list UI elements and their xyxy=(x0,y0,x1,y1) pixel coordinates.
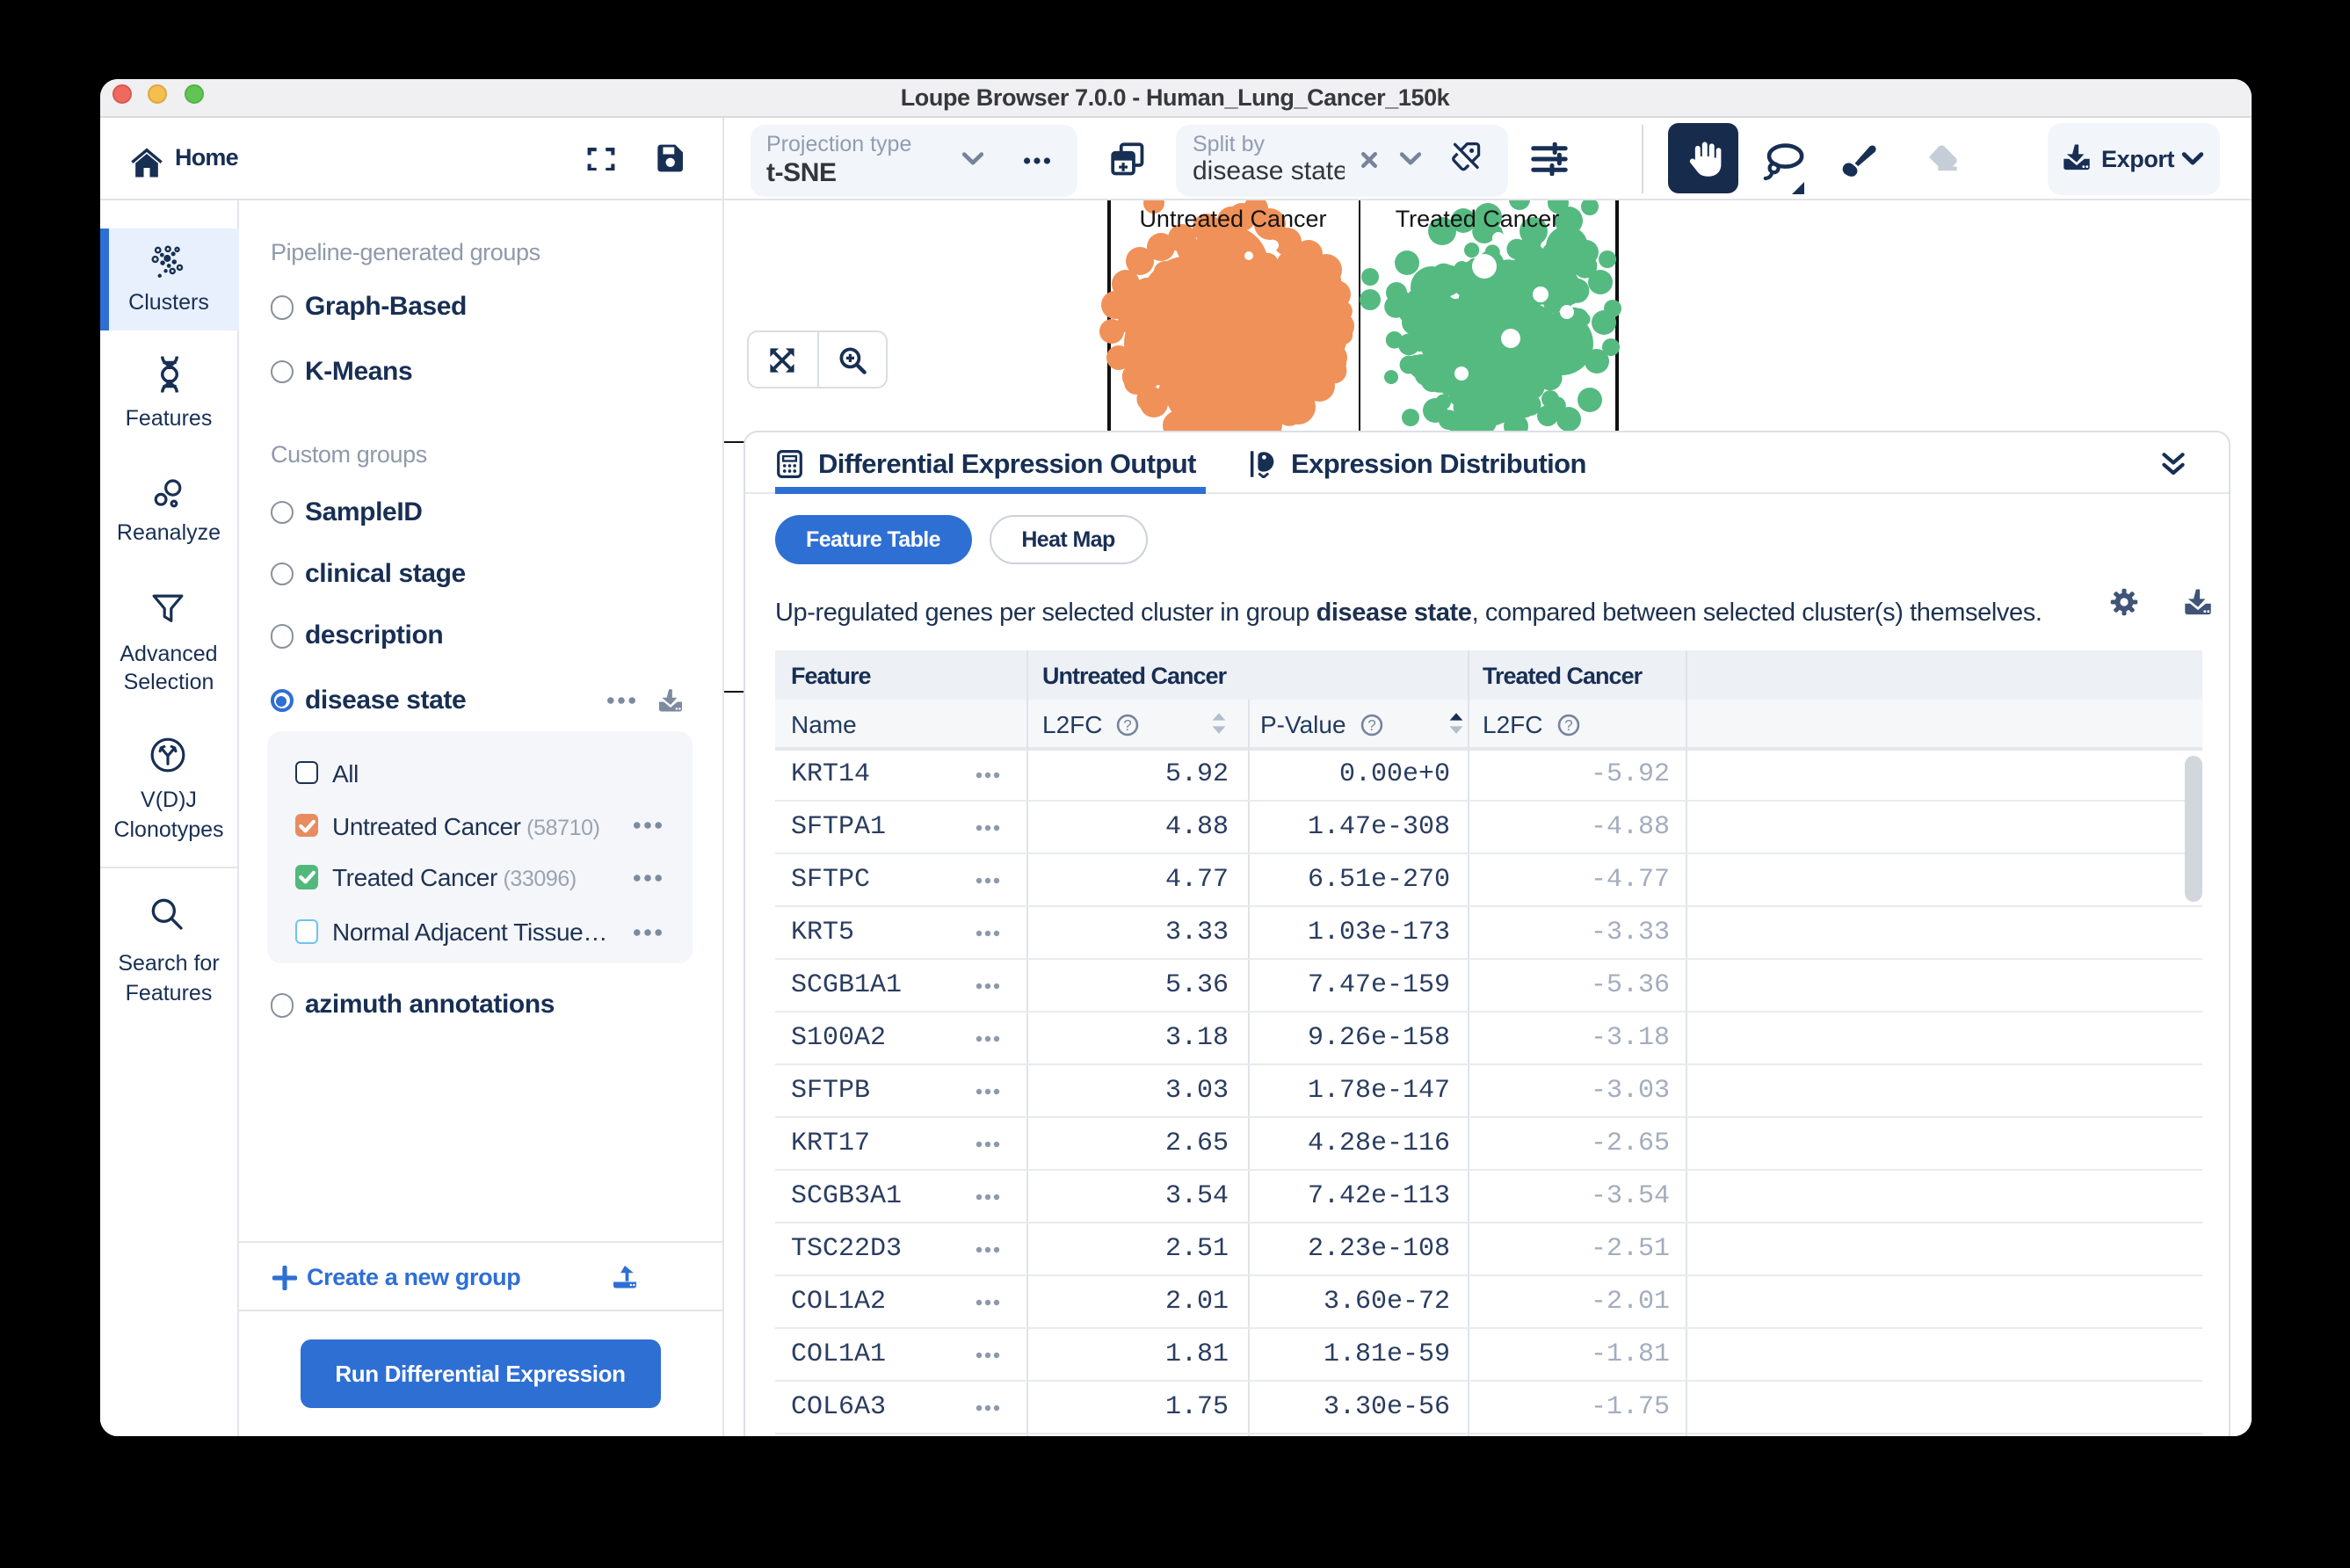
svg-text:?: ? xyxy=(1123,717,1132,734)
svg-text:?: ? xyxy=(1563,717,1572,734)
svg-text:?: ? xyxy=(1367,717,1375,734)
